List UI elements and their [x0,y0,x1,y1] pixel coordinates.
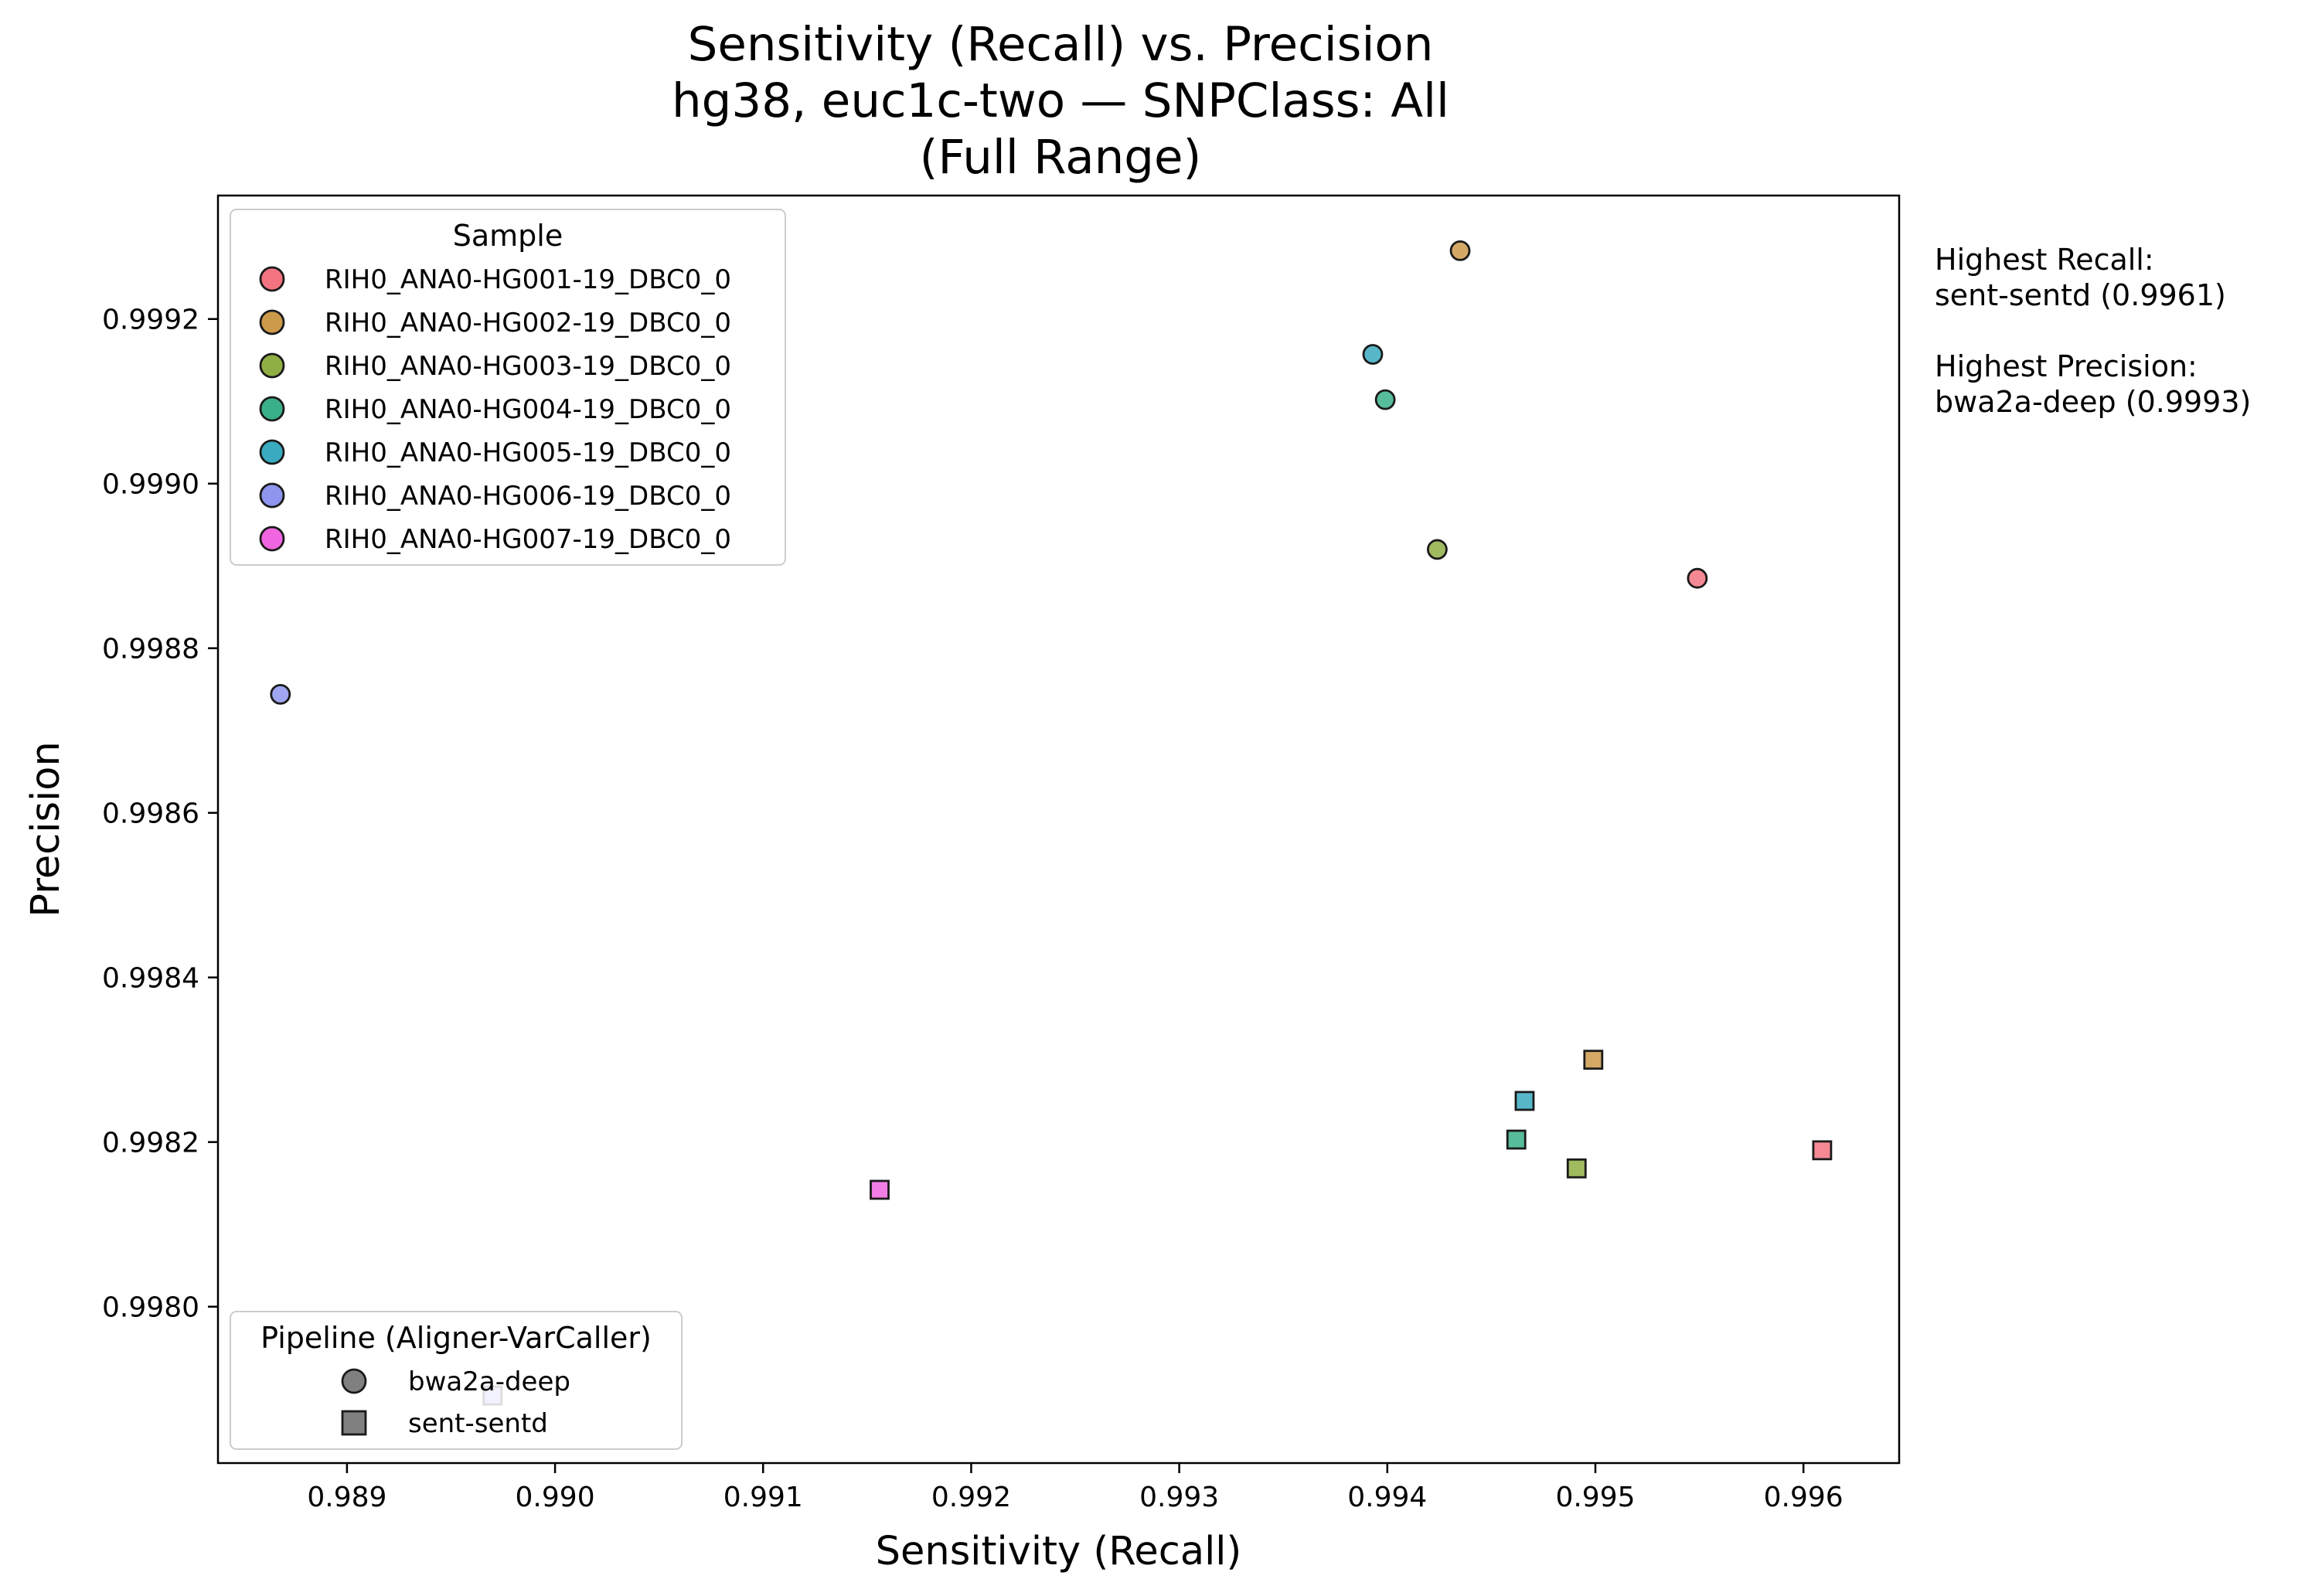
pipeline-legend: Pipeline (Aligner-VarCaller) bwa2a-deep s… [230,1311,683,1450]
x-tick-label: 0.996 [1764,1482,1844,1513]
point-bwa2a-deep-3 [1374,389,1396,410]
x-tick-label: 0.994 [1347,1482,1427,1513]
y-tick-label: 0.9986 [102,798,199,830]
point-bwa2a-deep-0 [1687,567,1708,589]
pipeline-legend-label: bwa2a-deep [408,1366,570,1397]
x-tick-label: 0.990 [516,1482,595,1513]
sample-legend-label: RIH0_ANA0-HG004-19_DBC0_0 [325,394,731,425]
pipeline-legend-label: sent-sentd [408,1408,548,1439]
sample-legend-marker [259,439,285,465]
sample-legend-box [230,209,786,566]
x-axis-label: Sensitivity (Recall) [876,1529,1242,1574]
sample-legend-label: RIH0_ANA0-HG006-19_DBC0_0 [325,481,731,512]
sample-legend-marker [259,309,285,335]
pipeline-legend-circle-marker [341,1368,367,1394]
chart-title-line-2: hg38, euc1c-two — SNPClass: All [672,73,1449,128]
sample-legend-marker [259,482,285,509]
highest-precision-label: Highest Precision: [1935,349,2198,383]
pipeline-legend-title: Pipeline (Aligner-VarCaller) [260,1321,652,1355]
chart-title-line-1: Sensitivity (Recall) vs. Precision [687,17,1434,72]
y-tick-label: 0.9988 [102,634,199,665]
y-tick-label: 0.9982 [102,1128,199,1159]
y-axis-label: Precision [23,741,69,917]
point-bwa2a-deep-5 [270,683,291,705]
point-bwa2a-deep-1 [1449,240,1471,261]
y-tick-label: 0.9980 [102,1292,199,1324]
highest-recall-value: sent-sentd (0.9961) [1935,278,2226,312]
side-notes: Highest Recall: sent-sentd (0.9961) High… [1935,242,2251,420]
point-bwa2a-deep-2 [1427,539,1448,560]
point-sent-sentd-3 [1506,1129,1527,1150]
x-tick-label: 0.991 [723,1482,803,1513]
x-tick-label: 0.989 [307,1482,386,1513]
data-points [270,240,1833,1406]
highest-precision-value: bwa2a-deep (0.9993) [1935,385,2252,419]
x-tick-label: 0.993 [1139,1482,1219,1513]
point-sent-sentd-1 [1583,1050,1604,1070]
axis-ticks: 0.989 0.990 0.991 0.992 0.993 0.994 0.995 0.996… [102,305,1844,1513]
highest-recall-label: Highest Recall: [1935,243,2154,277]
sample-legend-label: RIH0_ANA0-HG001-19_DBC0_0 [325,264,731,295]
chart-title-line-3: (Full Range) [919,130,1202,185]
point-sent-sentd-4 [1514,1091,1535,1111]
sample-legend: Sample RIH0_ANA0-HG001-19_DBC0_0 RIH0_ANA… [230,209,786,566]
x-tick-label: 0.992 [931,1482,1011,1513]
y-tick-label: 0.9984 [102,963,199,995]
y-tick-label: 0.9992 [102,305,199,336]
point-sent-sentd-2 [1566,1158,1587,1179]
sample-legend-marker [259,266,285,292]
plot-area-frame [216,194,1901,1465]
x-tick-label: 0.995 [1555,1482,1635,1513]
pipeline-legend-square-marker [341,1410,367,1436]
sample-legend-marker [259,352,285,379]
sample-legend-label: RIH0_ANA0-HG002-19_DBC0_0 [325,308,731,339]
point-sent-sentd-0 [1812,1140,1833,1161]
sample-legend-marker [259,396,285,422]
sample-legend-label: RIH0_ANA0-HG005-19_DBC0_0 [325,437,731,468]
y-tick-label: 0.9990 [102,469,199,501]
sample-legend-title: Sample [453,219,563,253]
sample-legend-label: RIH0_ANA0-HG003-19_DBC0_0 [325,351,731,382]
point-bwa2a-deep-4 [1362,344,1384,365]
point-sent-sentd-6 [870,1179,890,1200]
sample-legend-label: RIH0_ANA0-HG007-19_DBC0_0 [325,524,731,555]
sample-legend-marker [259,526,285,552]
